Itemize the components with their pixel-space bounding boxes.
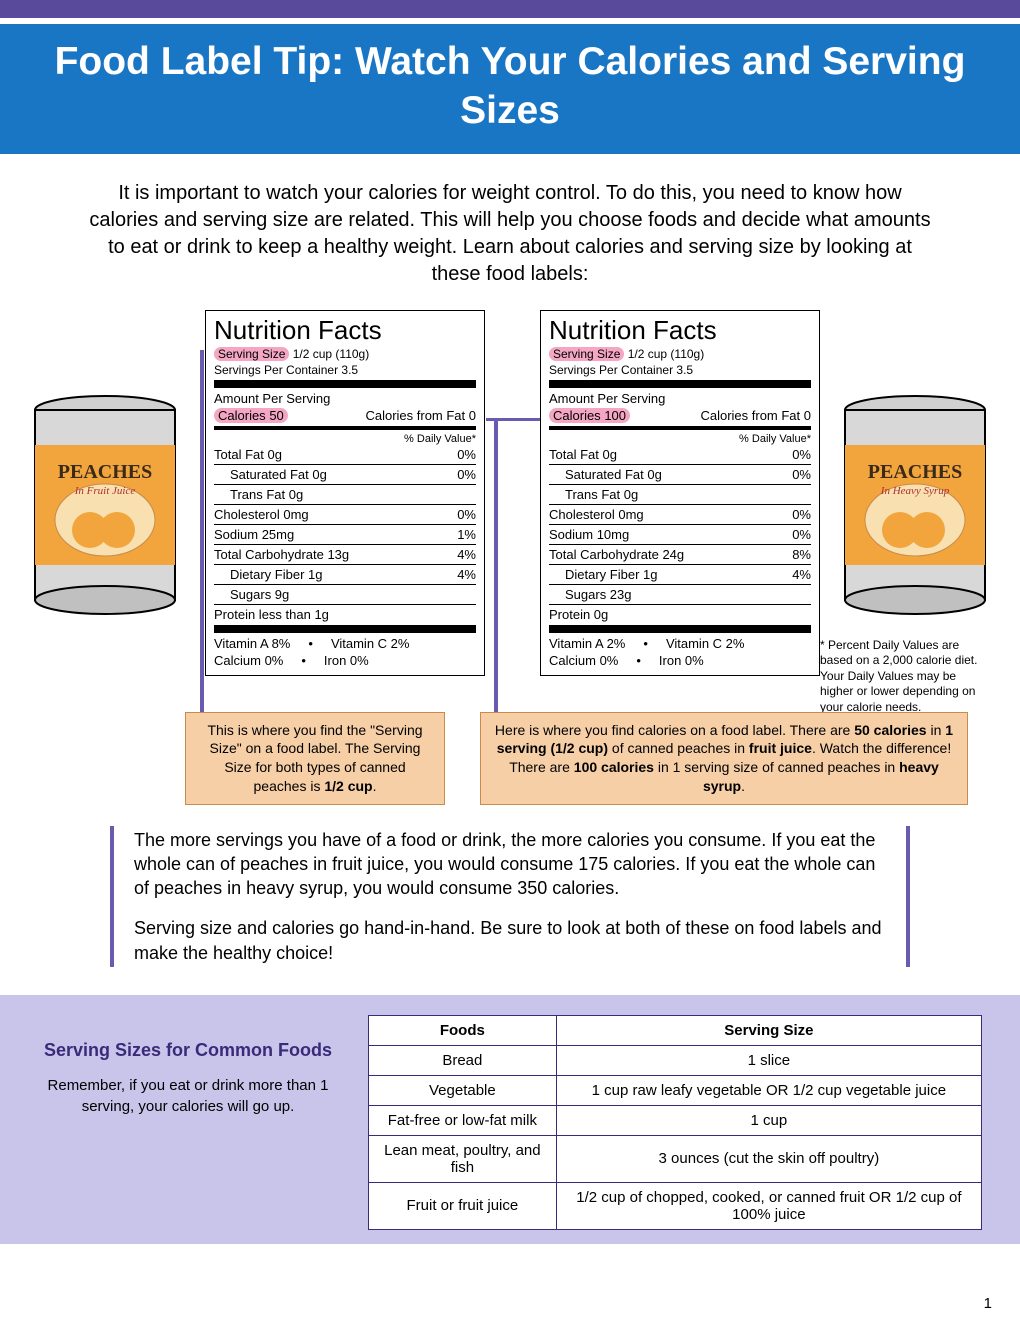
table-row: Vegetable1 cup raw leafy vegetable OR 1/… [369,1075,982,1105]
serving-size-highlight: Serving Size [549,347,624,361]
calories-row: Calories 100 Calories from Fat 0 [549,407,811,424]
nutrition-row: Total Carbohydrate 13g4% [214,546,476,563]
serving-size-table: Foods Serving Size Bread1 sliceVegetable… [368,1015,982,1230]
servings-per: Servings Per Container 3.5 [214,362,476,378]
minerals-row: Calcium 0%•Iron 0% [549,652,811,669]
footer-heading: Serving Sizes for Common Foods [38,1039,338,1062]
nutrition-row: Trans Fat 0g [214,486,476,503]
nutrition-row: Total Fat 0g0% [214,446,476,463]
calories-highlight: Calories 50 [214,408,288,423]
dv-header: % Daily Value* [549,432,811,446]
svg-text:In Heavy Syrup: In Heavy Syrup [880,485,950,497]
callout-calories: Here is where you find calories on a foo… [480,712,968,806]
nutrition-row: Sodium 25mg1% [214,526,476,543]
footer-note: Remember, if you eat or drink more than … [38,1076,338,1117]
label-heading: Nutrition Facts [214,315,476,346]
calories-highlight: Calories 100 [549,408,630,423]
table-row: Lean meat, poultry, and fish3 ounces (cu… [369,1135,982,1182]
amount-per-serving: Amount Per Serving [549,390,811,407]
nutrition-row: Saturated Fat 0g0% [549,466,811,483]
serving-size-row: Serving Size 1/2 cup (110g) [549,346,811,362]
dv-header: % Daily Value* [214,432,476,446]
svg-text:PEACHES: PEACHES [868,461,962,483]
nutrition-row: Dietary Fiber 1g4% [549,566,811,583]
nutrition-row: Total Carbohydrate 24g8% [549,546,811,563]
nutrition-row: Dietary Fiber 1g4% [214,566,476,583]
nutrition-row: Sodium 10mg0% [549,526,811,543]
nutrition-labels-block: PEACHES In Fruit Juice PEACHES In Heavy … [0,310,1020,770]
arrow-calories-v [494,418,498,712]
can-illustration-right: PEACHES In Heavy Syrup [835,390,995,620]
table-row: Fat-free or low-fat milk1 cup [369,1105,982,1135]
body-paragraph-1: The more servings you have of a food or … [134,828,886,901]
svg-text:In Fruit Juice: In Fruit Juice [74,485,136,497]
top-purple-bar [0,0,1020,18]
intro-paragraph: It is important to watch your calories f… [0,154,1020,298]
svg-text:PEACHES: PEACHES [58,461,152,483]
dv-footnote: * Percent Daily Values are based on a 2,… [820,638,990,716]
body-text-block: The more servings you have of a food or … [110,826,910,967]
vitamins-row: Vitamin A 2%•Vitamin C 2% [549,635,811,652]
table-header-size: Serving Size [556,1015,981,1045]
title-band: Food Label Tip: Watch Your Calories and … [0,24,1020,154]
nutrition-row: Trans Fat 0g [549,486,811,503]
table-row: Bread1 slice [369,1045,982,1075]
nutrition-row: Protein 0g [549,606,811,623]
page-title: Food Label Tip: Watch Your Calories and … [40,38,980,136]
serving-size-highlight: Serving Size [214,347,289,361]
servings-per: Servings Per Container 3.5 [549,362,811,378]
nutrition-row: Cholesterol 0mg0% [214,506,476,523]
nutrition-label-right: Nutrition Facts Serving Size 1/2 cup (11… [540,310,820,676]
page-number: 1 [984,1295,992,1312]
nutrition-label-left: Nutrition Facts Serving Size 1/2 cup (11… [205,310,485,676]
footer-left-column: Serving Sizes for Common Foods Remember,… [38,1015,338,1117]
serving-size-row: Serving Size 1/2 cup (110g) [214,346,476,362]
nutrition-row: Total Fat 0g0% [549,446,811,463]
label-heading: Nutrition Facts [549,315,811,346]
nutrition-row: Sugars 23g [549,586,811,603]
arrow-serving-left [200,350,204,712]
callout-serving-size: This is where you find the "Serving Size… [185,712,445,806]
nutrition-row: Saturated Fat 0g0% [214,466,476,483]
calories-row: Calories 50 Calories from Fat 0 [214,407,476,424]
table-header-foods: Foods [369,1015,557,1045]
body-paragraph-2: Serving size and calories go hand-in-han… [134,916,886,965]
footer-band: Serving Sizes for Common Foods Remember,… [0,995,1020,1244]
can-illustration-left: PEACHES In Fruit Juice [25,390,185,620]
nutrition-row: Protein less than 1g [214,606,476,623]
vitamins-row: Vitamin A 8%•Vitamin C 2% [214,635,476,652]
nutrition-row: Cholesterol 0mg0% [549,506,811,523]
minerals-row: Calcium 0%•Iron 0% [214,652,476,669]
amount-per-serving: Amount Per Serving [214,390,476,407]
table-row: Fruit or fruit juice1/2 cup of chopped, … [369,1182,982,1229]
nutrition-row: Sugars 9g [214,586,476,603]
